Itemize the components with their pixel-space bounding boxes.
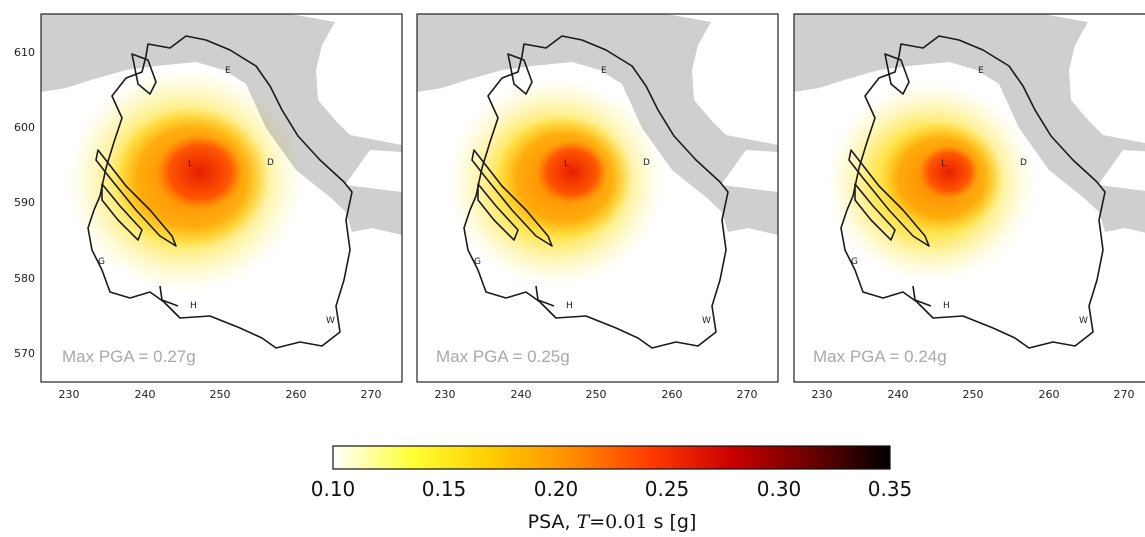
- y-tick: 580: [14, 272, 35, 285]
- site-label-l: L: [564, 159, 569, 169]
- colorbar-tick: 0.20: [534, 477, 579, 501]
- colorbar-title: PSA, T=0.01 s [g]: [528, 511, 697, 533]
- sea-area: [794, 14, 1145, 233]
- site-labels: E D L G H W: [851, 66, 1088, 326]
- x-tick: 240: [135, 388, 156, 401]
- map-frame: [793, 13, 1145, 383]
- site-label-d: D: [1020, 158, 1027, 168]
- hazard-overlay: [448, 78, 664, 286]
- colorbar-tick: 0.10: [311, 477, 356, 501]
- colorbar-title-unit: s [g]: [648, 511, 697, 533]
- site-label-w: W: [326, 316, 335, 326]
- x-tick: 270: [737, 388, 758, 401]
- max-pga-label: Max PGA = 0.27g: [62, 347, 196, 366]
- site-label-d: D: [267, 158, 274, 168]
- x-tick: 240: [511, 388, 532, 401]
- psa-contour-core: [536, 140, 608, 204]
- map-frame: [40, 13, 403, 383]
- site-label-h: H: [566, 301, 573, 311]
- site-label-l: L: [941, 159, 946, 169]
- site-label-e: E: [978, 66, 984, 76]
- map-frame: [416, 13, 779, 383]
- x-tick: 250: [586, 388, 607, 401]
- psa-contour-core: [919, 145, 979, 199]
- colorbar-title-prefix: PSA,: [528, 511, 577, 533]
- x-tick: 260: [662, 388, 683, 401]
- map-panel-3: E D L G H W Max PGA = 0.24g 230 240 250 …: [793, 13, 1145, 401]
- site-label-e: E: [225, 66, 231, 76]
- x-tick: 270: [1114, 388, 1135, 401]
- y-tick: 600: [14, 121, 35, 134]
- y-axis-ticks: 610 600 590 580 570: [14, 46, 35, 360]
- site-label-h: H: [190, 301, 197, 311]
- map-panel-2: E D L G H W Max PGA = 0.25g 230 240 250 …: [416, 13, 779, 401]
- region-outline: [87, 35, 353, 349]
- site-label-g: G: [474, 257, 481, 267]
- site-label-w: W: [1079, 316, 1088, 326]
- x-tick: 230: [812, 388, 833, 401]
- psa-contour-core: [156, 134, 244, 210]
- x-tick: 250: [210, 388, 231, 401]
- x-tick: 260: [1039, 388, 1060, 401]
- x-tick: 240: [888, 388, 909, 401]
- site-label-h: H: [943, 301, 950, 311]
- x-axis-ticks: 230 240 250 260 270: [59, 388, 382, 401]
- site-label-g: G: [98, 257, 105, 267]
- site-label-l: L: [188, 159, 193, 169]
- x-tick: 230: [59, 388, 80, 401]
- colorbar: 0.10 0.15 0.20 0.25 0.30 0.35 PSA, T=0.0…: [311, 445, 913, 533]
- hazard-overlay: [827, 82, 1035, 282]
- site-label-w: W: [702, 316, 711, 326]
- site-label-e: E: [601, 66, 607, 76]
- colorbar-tick: 0.25: [645, 477, 690, 501]
- colorbar-title-variable: T: [577, 511, 591, 533]
- x-tick: 230: [435, 388, 456, 401]
- colorbar-title-period: =0.01: [589, 511, 647, 533]
- colorbar-tick: 0.15: [422, 477, 467, 501]
- colorbar-tick: 0.35: [868, 477, 913, 501]
- x-axis-ticks: 230 240 250 260 270: [812, 388, 1135, 401]
- colorbar-tick: 0.30: [757, 477, 802, 501]
- site-labels: E D L G H W: [474, 66, 711, 326]
- x-axis-ticks: 230 240 250 260 270: [435, 388, 758, 401]
- region-outline: [463, 35, 729, 349]
- site-label-g: G: [851, 257, 858, 267]
- max-pga-label: Max PGA = 0.25g: [436, 347, 570, 366]
- max-pga-label: Max PGA = 0.24g: [813, 347, 947, 366]
- region-outline: [840, 35, 1106, 349]
- y-tick: 590: [14, 196, 35, 209]
- x-tick: 260: [286, 388, 307, 401]
- map-panel-1: E D L G H W Max PGA = 0.27g 230 240 250 …: [14, 13, 403, 401]
- site-labels: E D L G H W: [98, 66, 335, 326]
- sea-area: [417, 14, 778, 235]
- y-tick: 610: [14, 46, 35, 59]
- sea-area: [41, 14, 402, 235]
- x-tick: 250: [963, 388, 984, 401]
- site-label-d: D: [643, 158, 650, 168]
- colorbar-ticks: 0.10 0.15 0.20 0.25 0.30 0.35: [311, 477, 913, 501]
- y-tick: 570: [14, 347, 35, 360]
- colorbar-scale: [332, 445, 891, 470]
- x-tick: 270: [361, 388, 382, 401]
